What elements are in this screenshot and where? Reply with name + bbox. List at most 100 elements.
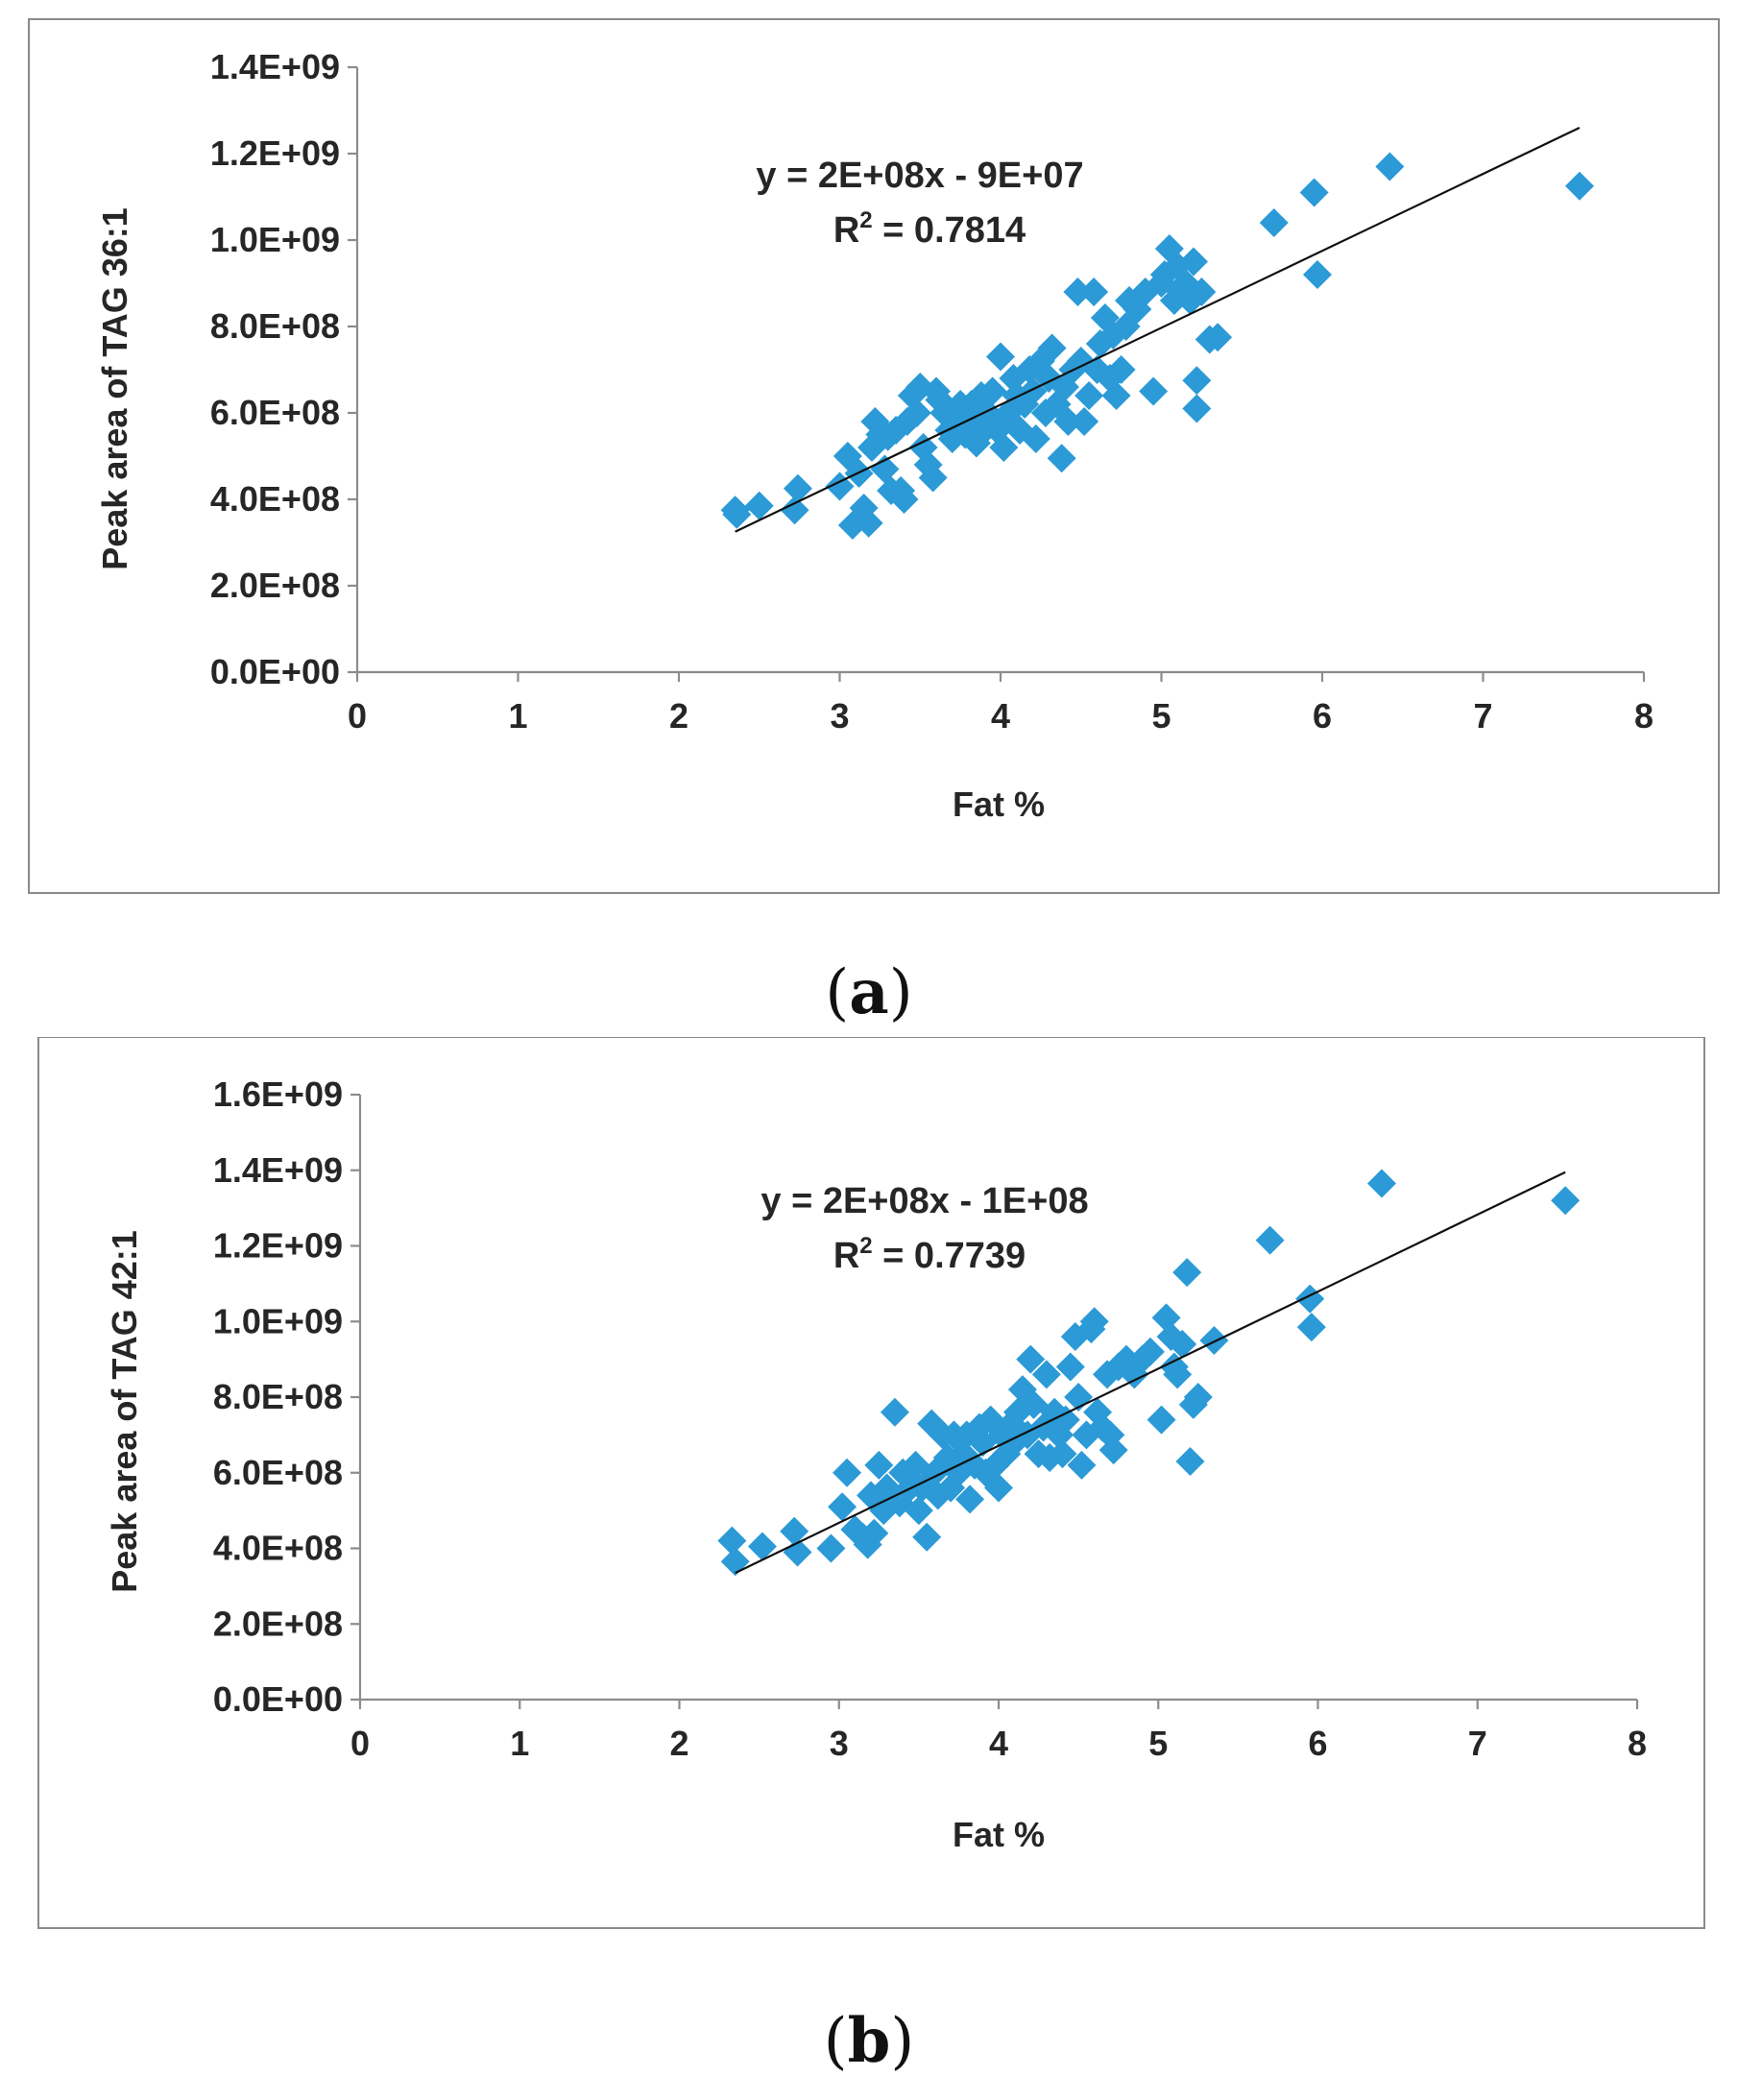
panel-a: 0.0E+00 2.0E+08 4.0E+08 6.0E+08 8.0E+08 1.0E+… — [0, 0, 1738, 1037]
chart-a-x-tick-label: 1 — [508, 696, 527, 736]
chart-b-data-point — [1551, 1186, 1581, 1216]
chart-b-equation: y = 2E+08x - 1E+08 — [760, 1181, 1088, 1221]
chart-a-data-point — [1074, 381, 1104, 410]
chart-b-data-point — [904, 1496, 933, 1526]
chart-a-data-point — [1565, 171, 1594, 201]
chart-b-r2-label: R — [833, 1236, 859, 1276]
caption-a-letter: a — [849, 956, 888, 1028]
chart-b-data-point — [864, 1450, 894, 1480]
caption-b-letter: b — [848, 2005, 891, 2077]
chart-a-trendline — [735, 127, 1581, 533]
caption-b: (b) — [824, 2005, 915, 2077]
chart-a-y-tick-label: 1.4E+09 — [210, 47, 340, 86]
chart-a-data-point — [783, 473, 812, 503]
chart-a-r-squared: R2 = 0.7814 — [833, 207, 1026, 251]
chart-a-x-tick-label: 0 — [348, 696, 367, 736]
chart-a-data-point — [978, 376, 1007, 406]
chart-b-data-point — [955, 1484, 985, 1514]
chart-a-x-axis-title: Fat % — [953, 784, 1045, 824]
chart-b-x-tick-label: 3 — [830, 1724, 849, 1763]
chart-b-data-point — [1367, 1169, 1396, 1198]
chart-a-y-tick-label: 4.0E+08 — [210, 479, 340, 519]
chart-b-x-tick-label: 6 — [1308, 1724, 1327, 1763]
panel-b: 0.0E+00 2.0E+08 4.0E+08 6.0E+08 8.0E+08 1.0E+… — [0, 1037, 1738, 2100]
chart-a-data-point — [989, 433, 1019, 462]
chart-a-data-point — [870, 454, 900, 484]
chart-a-data-point — [744, 491, 774, 520]
chart-b-x-tick-label: 5 — [1148, 1724, 1168, 1763]
chart-a-data-point — [1299, 178, 1329, 207]
chart-b-data-point — [1163, 1360, 1193, 1389]
chart-a-data-point — [1037, 333, 1067, 363]
chart-b-data-point — [1168, 1329, 1197, 1359]
chart-a-x-tick-label: 7 — [1473, 696, 1492, 736]
chart-b-y-tick-label: 1.4E+09 — [213, 1150, 343, 1190]
chart-b-r-squared: R2 = 0.7739 — [833, 1233, 1026, 1276]
chart-a-data-point — [1375, 152, 1405, 181]
chart-b-data-point — [1135, 1337, 1165, 1366]
chart-b-data-point — [1199, 1325, 1229, 1355]
chart-a-data-point — [1079, 278, 1109, 306]
chart-b-data-point — [717, 1526, 747, 1556]
chart-b-x-tick-label: 4 — [989, 1724, 1008, 1763]
chart-b-r2-sup: 2 — [859, 1233, 872, 1259]
chart-b-data-point — [912, 1522, 942, 1552]
chart-b-y-tick-label: 1.6E+09 — [213, 1074, 343, 1114]
chart-b-data-point — [833, 1458, 862, 1487]
chart-b-y-tick-label: 4.0E+08 — [213, 1529, 343, 1568]
chart-b-x-tick-label: 1 — [510, 1724, 529, 1763]
chart-b-x-axis-title: Fat % — [953, 1815, 1045, 1854]
chart-b-data-point — [1255, 1225, 1285, 1255]
chart-a-y-tick-label: 8.0E+08 — [210, 306, 340, 346]
chart-a-data-point — [1106, 355, 1136, 384]
chart-b-trendline — [735, 1171, 1566, 1575]
chart-b-y-tick-label: 0.0E+00 — [213, 1679, 343, 1719]
chart-b-data-point — [1050, 1405, 1080, 1435]
chart-a-x-tick-label: 5 — [1151, 696, 1171, 736]
chart-b-data-point — [1016, 1344, 1046, 1374]
chart-a-data-point — [1182, 366, 1212, 396]
chart-b-data-point — [965, 1412, 995, 1442]
chart-b-data-point — [984, 1473, 1013, 1503]
caption-a: (a) — [825, 956, 912, 1028]
chart-a-x-tick-label: 3 — [830, 696, 849, 736]
chart-a-data-point — [1018, 376, 1048, 406]
chart-a-data-point — [889, 485, 919, 514]
chart-b-y-axis-title: Peak area of TAG 42:1 — [105, 1230, 144, 1593]
chart-a-y-axis-title: Peak area of TAG 36:1 — [95, 207, 134, 570]
chart-a-data-point — [1179, 247, 1208, 277]
chart-a-data-point — [1139, 376, 1169, 406]
chart-b-x-tick-label: 8 — [1628, 1724, 1647, 1763]
chart-a-r2-value: = 0.7814 — [873, 210, 1026, 251]
chart-b-data-point — [1055, 1352, 1085, 1382]
chart-a-data-point — [1063, 278, 1093, 306]
chart-b-data-point — [1098, 1436, 1128, 1465]
chart-b-data-point — [1067, 1450, 1097, 1480]
chart-b-x-tick-label: 7 — [1468, 1724, 1487, 1763]
chart-a-data-point — [1203, 323, 1233, 352]
chart-a-r2-sup: 2 — [859, 207, 872, 233]
chart-b-plot: 0.0E+00 2.0E+08 4.0E+08 6.0E+08 8.0E+08 1.0E+… — [213, 1074, 1647, 1763]
chart-a-x-tick-label: 4 — [991, 696, 1010, 736]
chart-b-y-tick-label: 6.0E+08 — [213, 1453, 343, 1492]
chart-b-x-tick-label: 0 — [350, 1724, 370, 1763]
chart-a-data-point — [902, 398, 931, 427]
chart-b-data-point — [880, 1397, 909, 1427]
chart-a-data-point — [1187, 278, 1217, 306]
chart-b-data-point — [1147, 1405, 1176, 1435]
chart-b-data-point — [828, 1492, 857, 1522]
chart-b-data-point — [859, 1518, 889, 1548]
chart-b-data-point — [1079, 1307, 1109, 1337]
chart-a-data-point — [780, 495, 809, 525]
chart-a-data-point — [722, 499, 752, 529]
chart-a-x-tick-label: 6 — [1313, 696, 1332, 736]
chart-b-data-point — [783, 1537, 812, 1567]
chart-a-data-point — [918, 463, 948, 493]
chart-a-data-point — [1182, 394, 1212, 423]
chart-b-data-point — [747, 1532, 777, 1561]
chart-b-data-point — [1172, 1258, 1202, 1288]
chart-a-equation: y = 2E+08x - 9E+07 — [756, 156, 1083, 196]
chart-b-data-point — [1048, 1439, 1077, 1469]
chart-b-data-point — [780, 1516, 809, 1546]
chart-a-y-tick-label: 6.0E+08 — [210, 393, 340, 432]
